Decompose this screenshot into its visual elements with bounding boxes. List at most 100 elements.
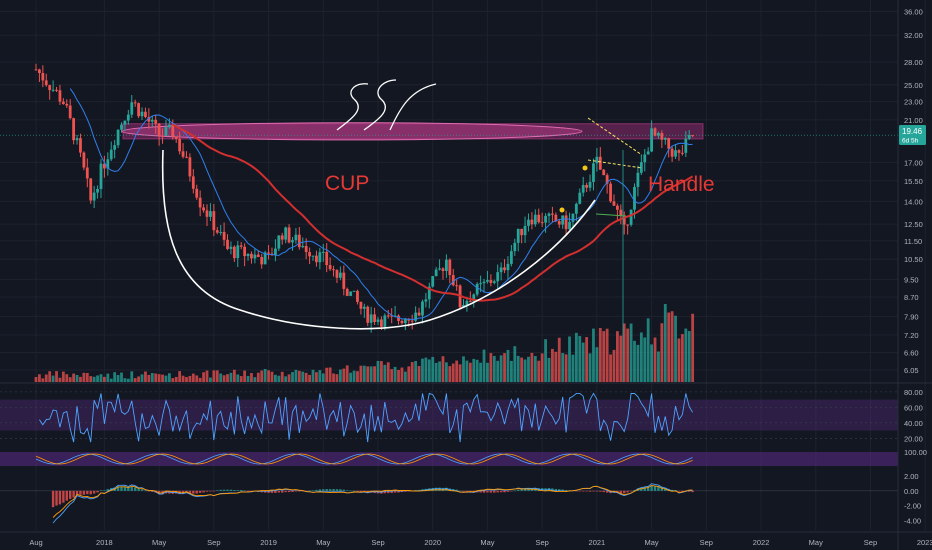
macd-histogram-bar	[79, 490, 82, 495]
candle-body	[684, 138, 688, 153]
time-axis[interactable]: Aug 2018 May Sep 2019 May Sep 2020 May Sep 2021 May…	[0, 531, 932, 547]
oscillator-tick-label: 60.00	[904, 403, 923, 412]
volume-bar	[161, 374, 164, 382]
volume-bar	[633, 340, 636, 382]
candle-body	[229, 246, 233, 249]
volume-bar	[274, 374, 277, 382]
candle-body	[274, 248, 277, 256]
candle-body	[195, 188, 199, 198]
candle-body	[287, 227, 291, 243]
candle-body	[356, 290, 359, 302]
candle-body	[185, 156, 188, 158]
volume-bar	[219, 373, 223, 382]
macd-histogram-bar	[455, 489, 458, 491]
volume-bar	[205, 370, 209, 382]
macd-histogram-bar	[387, 490, 390, 494]
candle-body	[677, 150, 681, 153]
macd-histogram-bar	[646, 486, 650, 491]
candle-body	[116, 129, 120, 146]
volume-bar	[34, 377, 38, 382]
macd-histogram-bar	[291, 490, 294, 492]
candle-body	[284, 227, 288, 240]
candle-body	[72, 118, 76, 141]
volume-bar	[79, 376, 82, 382]
volume-bar	[164, 375, 168, 382]
candle-body	[291, 240, 294, 243]
macd-histogram-bar	[277, 490, 281, 493]
candle-body	[516, 228, 520, 243]
macd-histogram-bar	[287, 490, 291, 493]
volume-bar	[243, 370, 247, 382]
volume-bar	[568, 336, 571, 382]
macd-histogram-bar	[322, 489, 325, 491]
volume-bar	[362, 365, 366, 382]
macd-histogram-bar	[462, 490, 465, 492]
macd-tick-label: 0.00	[904, 487, 919, 496]
volume-bar	[427, 359, 431, 382]
candle-body	[157, 123, 161, 136]
volume-bar	[349, 372, 353, 382]
macd-histogram-bar	[458, 490, 462, 492]
price-axis[interactable]: 36.00 32.00 28.00 25.00 23.00 21.00 17.00 15.50…	[897, 0, 927, 550]
candle-body	[397, 315, 400, 321]
volume-bar	[123, 378, 127, 382]
macd-histogram-bar	[236, 490, 239, 491]
macd-histogram-bar	[195, 490, 198, 494]
candle-body	[581, 184, 585, 193]
macd-histogram-bar	[147, 490, 151, 492]
candle-body	[509, 251, 513, 264]
volume-bar	[239, 376, 243, 382]
volume-bar	[434, 362, 438, 382]
candle-body	[85, 167, 89, 179]
volume-bar	[605, 328, 609, 382]
volume-bar	[598, 328, 602, 382]
macd-histogram-bar	[137, 488, 140, 491]
volume-bar	[236, 374, 240, 382]
price-tick-label: 32.00	[904, 31, 923, 40]
candle-body	[154, 119, 158, 124]
volume-bar	[438, 361, 441, 382]
candle-body	[209, 211, 212, 217]
candle-body	[602, 169, 606, 176]
last-price-tag: 19.46 6d 5h	[899, 125, 926, 145]
macd-histogram-bar	[263, 490, 267, 493]
macd-histogram-bar	[595, 490, 599, 492]
volume-bar	[89, 376, 93, 382]
macd-histogram-bar	[246, 490, 250, 492]
oscillator-line	[39, 392, 693, 443]
candle-body	[226, 239, 229, 249]
candle-body	[557, 221, 561, 225]
candle-body	[527, 219, 530, 226]
volume-bar	[407, 366, 411, 382]
volume-bar	[619, 335, 623, 382]
macd-histogram-bar	[130, 486, 133, 491]
volume-bar	[318, 370, 322, 382]
candle-body	[612, 201, 616, 206]
candle-body	[660, 133, 664, 140]
candle-body	[198, 197, 202, 208]
moving-averages	[69, 88, 694, 320]
volume-bar	[636, 344, 640, 382]
candle-body	[239, 245, 243, 247]
candle-body	[345, 288, 349, 296]
macd-histogram-bar	[222, 489, 226, 491]
volume-bar	[263, 368, 267, 382]
volume-bar	[75, 375, 79, 382]
macd-histogram-bar	[69, 490, 72, 499]
candle-body	[297, 234, 301, 248]
volume-bar	[373, 366, 376, 382]
candle-body	[400, 320, 404, 324]
candle-body	[191, 176, 195, 189]
candle-body	[561, 215, 565, 225]
handle-upper-line	[587, 117, 643, 156]
volume-bar	[513, 346, 517, 382]
macd-histogram-bar	[325, 489, 328, 491]
candle-body	[373, 314, 376, 322]
macd-histogram-bar	[250, 490, 253, 492]
price-tick-label: 6.05	[904, 366, 919, 375]
candle-body	[674, 150, 677, 157]
volume-bar	[561, 352, 565, 382]
candle-body	[571, 213, 575, 222]
